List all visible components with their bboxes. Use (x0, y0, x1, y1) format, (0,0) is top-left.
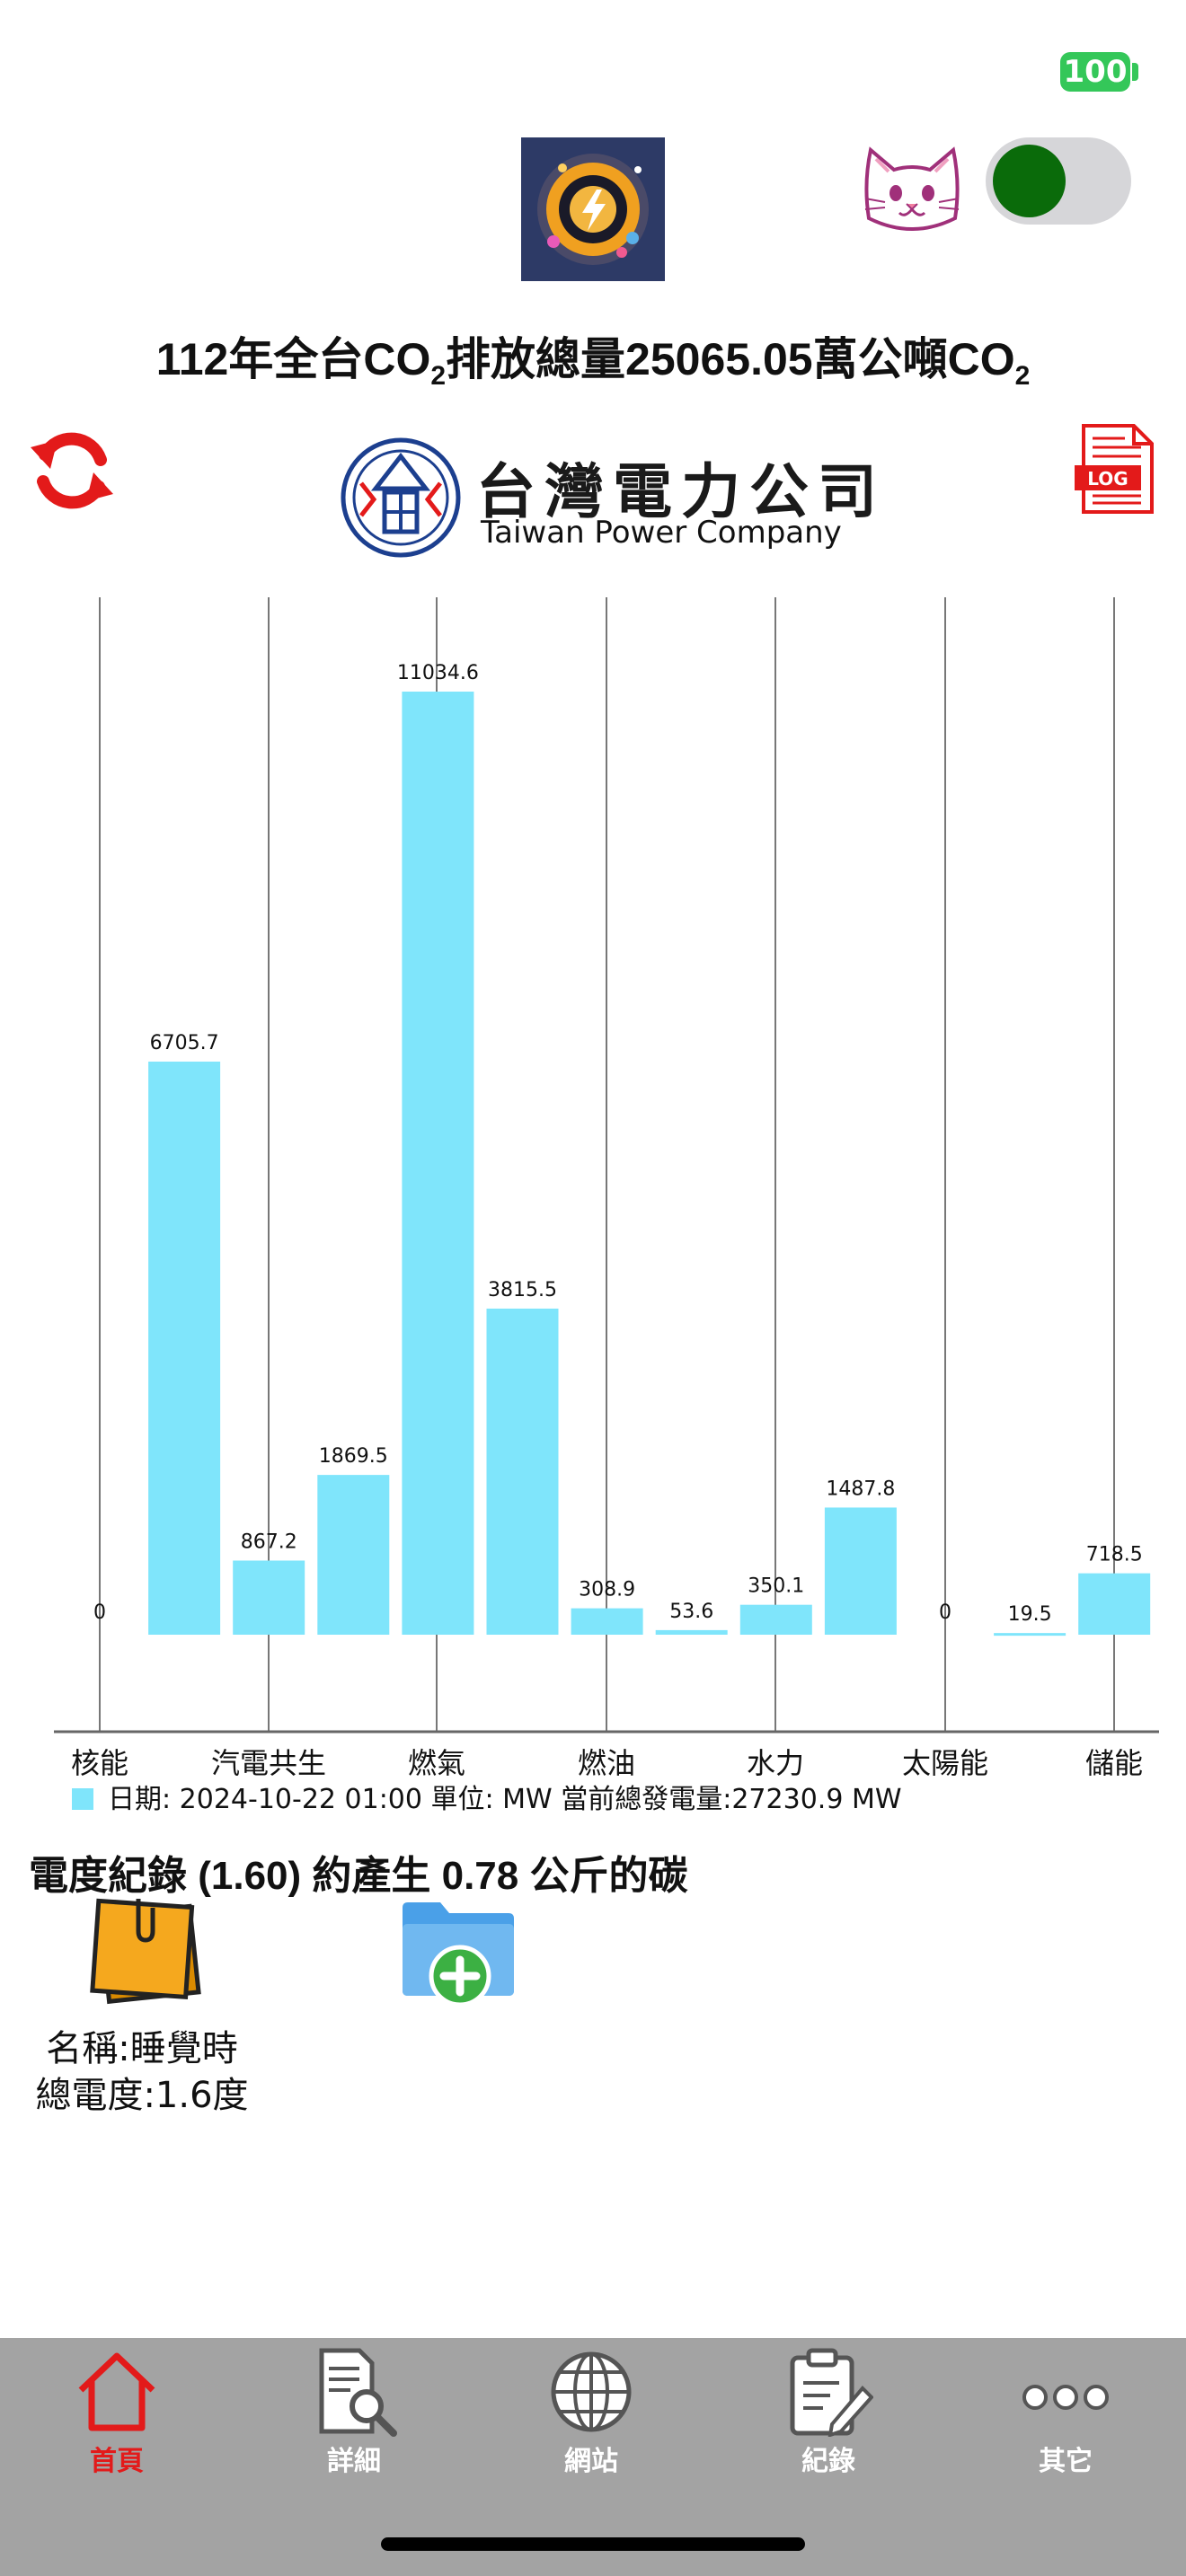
legend-swatch (72, 1788, 93, 1810)
clipboard-edit-icon (790, 2348, 873, 2437)
chart-bar (148, 1061, 221, 1635)
tab-bar: 首頁 詳細 網站 紀錄 其它 (0, 2338, 1186, 2576)
bar-value-label: 1869.5 (319, 1445, 388, 1468)
category-label: 水力 (747, 1746, 804, 1780)
chart-bar (994, 1633, 1067, 1636)
battery-indicator: 100 (1060, 52, 1130, 92)
refresh-icon[interactable] (25, 424, 119, 517)
co2-total-title: 112年全台CO2排放總量25065.05萬公噸CO2 (155, 334, 1031, 391)
home-indicator (381, 2537, 805, 2551)
tab-label: 紀錄 (801, 2446, 855, 2477)
more-options-icon (1022, 2385, 1109, 2410)
chart-bar (571, 1608, 643, 1635)
power-generation-chart: 0 6705.7 867.2 1869.5 11034.6 3815.5 308.9 53.6… (54, 597, 1159, 1780)
globe-icon (551, 2351, 632, 2432)
bar-value-label: 867.2 (241, 1531, 297, 1553)
tab-website[interactable]: 網站 (501, 2338, 681, 2491)
battery-tip (1132, 63, 1138, 81)
taipower-english-name: Taiwan Power Company (481, 515, 842, 551)
category-label: 太陽能 (902, 1746, 988, 1780)
taipower-emblem-icon (341, 437, 461, 558)
tab-details[interactable]: 詳細 (264, 2338, 444, 2491)
record-summary-title: 電度紀錄 (1.60) 約產生 0.78 公斤的碳 (29, 1854, 688, 1898)
category-label: 核能 (71, 1746, 128, 1780)
bar-value-label: 6705.7 (150, 1032, 219, 1054)
bar-value-label: 3815.5 (488, 1279, 557, 1301)
chart-bar (402, 692, 474, 1635)
chart-bar (317, 1475, 390, 1635)
tab-others[interactable]: 其它 (976, 2338, 1155, 2491)
bar-value-label: 308.9 (579, 1579, 635, 1601)
record-total: 總電度:1.6度 (35, 2075, 249, 2116)
chart-bar (233, 1560, 305, 1635)
category-label: 燃油 (578, 1746, 635, 1780)
app-logo-icon (521, 137, 665, 281)
bar-value-label: 11034.6 (397, 662, 479, 684)
cat-face-icon[interactable] (858, 139, 966, 238)
tab-label: 詳細 (327, 2446, 381, 2477)
bar-value-label: 53.6 (669, 1601, 713, 1623)
tab-label: 首頁 (90, 2446, 144, 2477)
tab-home[interactable]: 首頁 (27, 2338, 207, 2491)
bar-value-label: 19.5 (1008, 1603, 1052, 1626)
bar-value-label: 350.1 (748, 1575, 804, 1598)
bar-value-label: 0 (93, 1601, 106, 1624)
bar-value-label: 1487.8 (826, 1478, 895, 1500)
category-label: 汽電共生 (211, 1746, 326, 1780)
home-icon (78, 2352, 155, 2431)
chart-bar (655, 1629, 728, 1635)
category-label: 燃氣 (408, 1746, 465, 1780)
record-name: 名稱:睡覺時 (46, 2028, 238, 2069)
chart-bar (824, 1507, 897, 1635)
log-document-icon[interactable]: LOG (1071, 422, 1157, 516)
tab-label: 網站 (564, 2446, 618, 2477)
sticky-note-icon[interactable] (83, 1895, 205, 2008)
mode-toggle[interactable] (986, 137, 1131, 225)
tab-records[interactable]: 紀錄 (739, 2338, 918, 2491)
taipower-chinese-name: 台灣電力公司 (476, 456, 886, 526)
category-label: 儲能 (1085, 1746, 1143, 1780)
chart-legend: 日期: 2024-10-22 01:00 單位: MW 當前總發電量:27230… (72, 1777, 902, 1816)
bar-value-label: 0 (939, 1601, 951, 1624)
chart-bar (486, 1308, 559, 1635)
tab-label: 其它 (1039, 2446, 1093, 2477)
svg-text:LOG: LOG (1087, 468, 1128, 490)
folder-add-icon[interactable] (399, 1897, 518, 2008)
toggle-knob (993, 145, 1066, 217)
chart-bar (739, 1604, 812, 1635)
document-search-icon (319, 2348, 397, 2437)
chart-bar (1078, 1573, 1151, 1635)
bar-value-label: 718.5 (1086, 1544, 1143, 1566)
